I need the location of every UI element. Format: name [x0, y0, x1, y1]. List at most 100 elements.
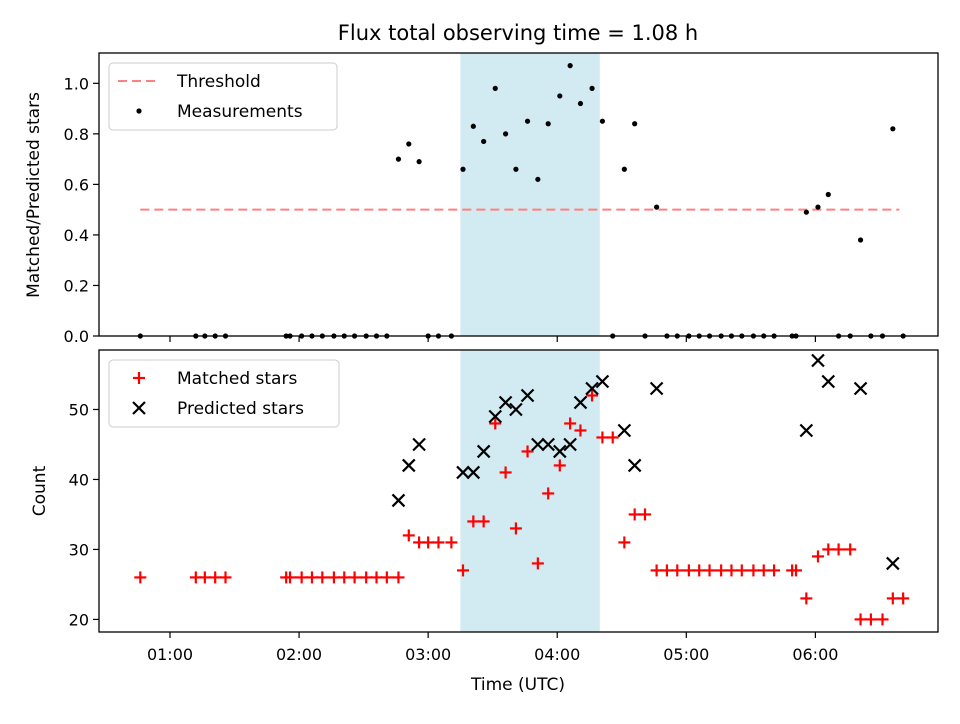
x-tick-label: 04:00: [534, 645, 580, 664]
matched-star-point: [660, 564, 673, 577]
x-tick-label: 06:00: [792, 645, 838, 664]
legend-threshold-label: Threshold: [176, 72, 261, 92]
y-tick-label: 50: [69, 400, 89, 419]
predicted-star-point: [402, 458, 416, 473]
matched-star-point: [338, 571, 351, 584]
top-legend-box: [108, 62, 338, 131]
predicted-star-point: [412, 437, 426, 452]
legend-matched-label: Matched stars: [177, 369, 297, 389]
matched-star-point: [790, 564, 803, 577]
matched-star-point: [586, 389, 599, 402]
predicted-star-point: [585, 381, 599, 396]
matched-star-point: [682, 564, 695, 577]
matched-star-point: [305, 571, 318, 584]
y-tick-label: 0.2: [64, 276, 89, 295]
matched-star-point: [542, 487, 555, 500]
matched-star-point: [456, 564, 469, 577]
matched-star-point: [864, 613, 877, 626]
matched-stars-series: [134, 389, 910, 626]
matched-star-point: [445, 536, 458, 549]
predicted-star-point: [488, 409, 503, 424]
measurement-point: [524, 118, 531, 124]
matched-star-point: [531, 557, 544, 570]
predicted-star-point: [886, 556, 900, 571]
predicted-star-point: [573, 395, 588, 410]
x-tick-label: 02:00: [276, 645, 322, 664]
matched-star-point: [725, 564, 738, 577]
legend-predicted-label: Predicted stars: [177, 399, 304, 419]
matched-star-point: [348, 571, 361, 584]
measurement-point: [460, 166, 466, 172]
x-tick-label: 05:00: [663, 645, 709, 664]
predicted-star-point: [563, 437, 577, 452]
predicted-star-point: [456, 465, 470, 480]
predicted-stars-series: [391, 353, 900, 571]
predicted-star-point: [553, 444, 567, 459]
matched-star-point: [822, 543, 835, 556]
measurement-point: [481, 138, 487, 145]
matched-star-point: [198, 571, 211, 584]
predicted-star-point: [509, 402, 523, 417]
measurement-point: [599, 118, 606, 124]
matched-star-point: [553, 459, 566, 472]
matched-star-point: [499, 466, 512, 479]
matched-star-point: [735, 564, 748, 577]
matched-star-point: [564, 417, 577, 430]
matched-star-point: [693, 564, 706, 577]
matched-star-point: [703, 564, 716, 577]
matched-star-point: [316, 571, 329, 584]
matched-star-point: [295, 571, 308, 584]
measurement-point: [803, 209, 809, 215]
measurement-point: [654, 204, 660, 210]
observing-window-span-top: [460, 53, 600, 336]
matched-star-point: [467, 515, 480, 528]
matched-star-point: [811, 550, 824, 563]
x-tick-label: 01:00: [147, 645, 193, 664]
matched-star-point: [606, 431, 619, 444]
y-tick-label: 0.0: [64, 327, 89, 346]
predicted-star-point: [595, 374, 610, 389]
matched-star-point: [876, 613, 889, 626]
ratio-panel: 0.0 0.2 0.4 0.6 0.8 1.0 Matched/Predicted sta…: [24, 52, 939, 346]
predicted-star-point: [391, 493, 406, 508]
matched-star-point: [800, 592, 813, 605]
matched-star-point: [574, 424, 587, 437]
legend-predicted-swatch: [132, 401, 146, 415]
y-tick-label: 20: [69, 610, 89, 629]
measurement-point: [406, 141, 412, 147]
matched-star-point: [209, 571, 222, 584]
matched-star-point: [886, 592, 899, 605]
legend-measurements-swatch: [136, 108, 142, 114]
matched-star-point: [832, 543, 845, 556]
matched-star-point: [854, 613, 867, 626]
measurement-point: [857, 237, 864, 243]
matched-star-point: [521, 445, 534, 458]
measurement-point: [492, 85, 498, 91]
measurement-point: [815, 204, 821, 210]
y-tick-label: 40: [69, 470, 89, 489]
matched-star-point: [768, 564, 781, 577]
legend-measurements-label: Measurements: [177, 102, 303, 122]
predicted-star-point: [498, 395, 513, 410]
predicted-star-point: [853, 381, 868, 396]
x-tick-label: 03:00: [405, 645, 451, 664]
measurement-point: [825, 191, 831, 198]
predicted-star-point: [799, 423, 814, 438]
predicted-star-point: [821, 374, 836, 389]
measurement-point: [513, 166, 519, 172]
y-tick-label: 0.8: [64, 125, 89, 144]
y-tick-label: 0.6: [64, 175, 89, 194]
top-y-ticks: 0.0 0.2 0.4 0.6 0.8 1.0: [64, 74, 99, 346]
measurement-point: [545, 121, 551, 127]
measurement-point: [502, 131, 509, 137]
y-tick-label: 0.4: [64, 226, 89, 245]
measurement-point: [577, 100, 584, 107]
matched-star-point: [360, 571, 373, 584]
matched-star-point: [402, 529, 415, 542]
bottom-axes-frame: [98, 349, 939, 633]
matched-star-point: [380, 571, 393, 584]
matched-star-point: [671, 564, 684, 577]
bottom-y-axis-label: Count: [30, 465, 50, 516]
predicted-star-point: [811, 353, 825, 368]
